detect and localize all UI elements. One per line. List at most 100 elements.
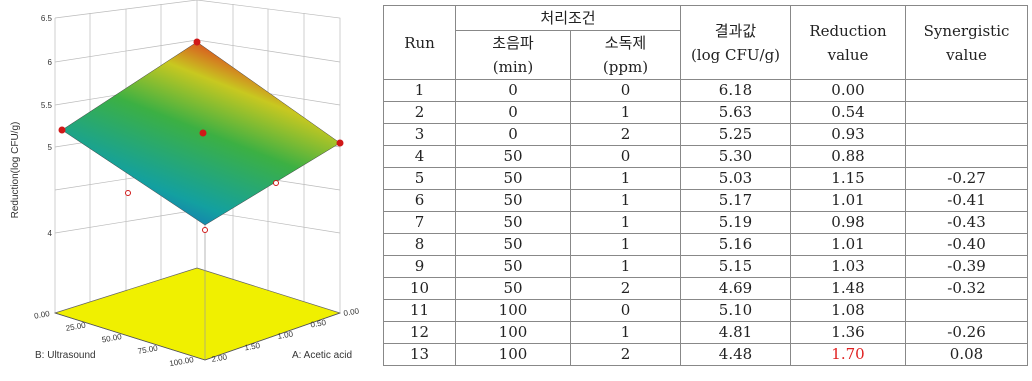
cell-text: 50: [503, 257, 523, 275]
cell-text: 1: [620, 257, 631, 275]
table-cell: -0.39: [905, 255, 1028, 278]
table-cell: 13: [383, 343, 456, 366]
cell-text: 1: [620, 103, 631, 121]
cell-text: 5.15: [718, 257, 753, 275]
table-cell: 1: [570, 321, 681, 344]
table-cell: 0: [455, 101, 571, 124]
table-cell: 2: [383, 101, 456, 124]
table-cell: 1.08: [790, 299, 906, 322]
table-cell: 0.98: [790, 211, 906, 234]
table-row: 5 50 1 5.03 1.15 -0.27: [383, 167, 1028, 190]
cell-text: 1.36: [831, 323, 865, 341]
table-row: 8 50 1 5.16 1.01 -0.40: [383, 233, 1028, 256]
cell-text: 11: [409, 301, 430, 319]
cell-text: 10: [409, 279, 430, 297]
cell-text: 1: [620, 191, 631, 209]
x-tick-label: 1.50: [244, 341, 261, 353]
tick-labels: 6.5 6 5.5 5 4 0.00 25.00 50.00 75.00 100.00 0.00 0.…: [33, 14, 360, 368]
table-row: 13 100 2 4.48 1.70 0.08: [383, 343, 1028, 366]
table-cell: 11: [383, 299, 456, 322]
cell-text: 5.17: [718, 191, 753, 209]
cell-text: 50: [503, 279, 523, 297]
z-tick-label: 5: [48, 143, 53, 152]
cell-text: 0.08: [949, 345, 984, 363]
cell-text: 1.15: [831, 169, 865, 187]
y-tick-label: 100.00: [169, 355, 195, 368]
table-cell: 0.93: [790, 123, 906, 146]
table-cell: 0.08: [905, 343, 1028, 366]
table-cell: -0.32: [905, 277, 1028, 300]
cell-text: -0.32: [947, 279, 986, 297]
design-point: [336, 139, 344, 147]
table-cell: 4.69: [680, 277, 791, 300]
cell-text: 5.63: [718, 103, 753, 121]
base-edge: [54, 312, 341, 361]
surface-plot: Reduction(log CFU/g) B: Ultrasound A: Ac…: [10, 0, 360, 368]
table-cell: 5.17: [680, 189, 791, 212]
table-row: 9 50 1 5.15 1.03 -0.39: [383, 255, 1028, 278]
cell-text: 100: [498, 301, 528, 319]
table-cell: 2: [570, 343, 681, 366]
cell-text: 5.03: [718, 169, 753, 187]
table-cell: 0: [570, 299, 681, 322]
design-point: [125, 190, 131, 196]
cell-text: 50: [503, 169, 523, 187]
cell-text: 8: [414, 235, 425, 253]
table-cell: -0.41: [905, 189, 1028, 212]
table-cell: 5.25: [680, 123, 791, 146]
cell-text: 50: [503, 147, 523, 165]
table-cell: 5.30: [680, 145, 791, 168]
table-cell: Synergistic value: [905, 5, 1028, 80]
cell-text: 0: [620, 81, 631, 99]
cell-text: 4: [414, 147, 425, 165]
cell-text: 1.48: [831, 279, 865, 297]
table-row: 6 50 1 5.17 1.01 -0.41: [383, 189, 1028, 212]
table-cell: 결과값 (log CFU/g): [680, 5, 791, 80]
y-tick-label: 75.00: [137, 344, 159, 356]
cell-text: 5.19: [718, 213, 753, 231]
table-cell: 1.01: [790, 189, 906, 212]
cell-text: 5: [414, 169, 425, 187]
z-tick-label: 6: [48, 58, 53, 67]
table-cell: 0: [570, 79, 681, 102]
cell-text: 5.25: [718, 125, 753, 143]
table-cell: 5: [383, 167, 456, 190]
design-point: [199, 129, 207, 137]
cell-text: 0: [620, 301, 631, 319]
cell-text: -0.27: [947, 169, 986, 187]
table-cell: 5.16: [680, 233, 791, 256]
cell-text: (min): [492, 58, 534, 76]
cell-text: 0.93: [831, 125, 865, 143]
table-cell: 0: [455, 123, 571, 146]
y-tick-label: 0.00: [33, 309, 50, 321]
table-cell: 1.03: [790, 255, 906, 278]
cell-text: 2: [414, 103, 425, 121]
table-cell: 0.88: [790, 145, 906, 168]
cell-text: 1: [620, 235, 631, 253]
table-cell: 3: [383, 123, 456, 146]
cell-text: value: [827, 45, 869, 64]
table-cell: 0.00: [790, 79, 906, 102]
cell-text: 4.69: [718, 279, 753, 297]
cell-text: (log CFU/g): [690, 45, 781, 64]
cell-text: 1: [620, 213, 631, 231]
cell-text: 0: [620, 147, 631, 165]
cell-text: 5.30: [718, 147, 753, 165]
table-row: 3 0 2 5.25 0.93: [383, 123, 1028, 146]
cell-text: value: [946, 45, 987, 64]
table-row: 12 100 1 4.81 1.36 -0.26: [383, 321, 1028, 344]
table-cell: 100: [455, 343, 571, 366]
cell-text: 0.88: [831, 147, 865, 165]
cell-text: -0.39: [947, 257, 986, 275]
table-cell: -0.43: [905, 211, 1028, 234]
table-cell: 초음파 (min): [455, 30, 571, 80]
table-cell: 0: [455, 79, 571, 102]
table-cell: [905, 123, 1028, 146]
cell-text: -0.26: [947, 323, 986, 341]
table-cell: 50: [455, 211, 571, 234]
table-cell: [905, 79, 1028, 102]
table-cell: 50: [455, 167, 571, 190]
table-cell: [905, 145, 1028, 168]
cell-text: 2: [620, 125, 631, 143]
table-row: 1 0 0 6.18 0.00: [383, 79, 1028, 102]
